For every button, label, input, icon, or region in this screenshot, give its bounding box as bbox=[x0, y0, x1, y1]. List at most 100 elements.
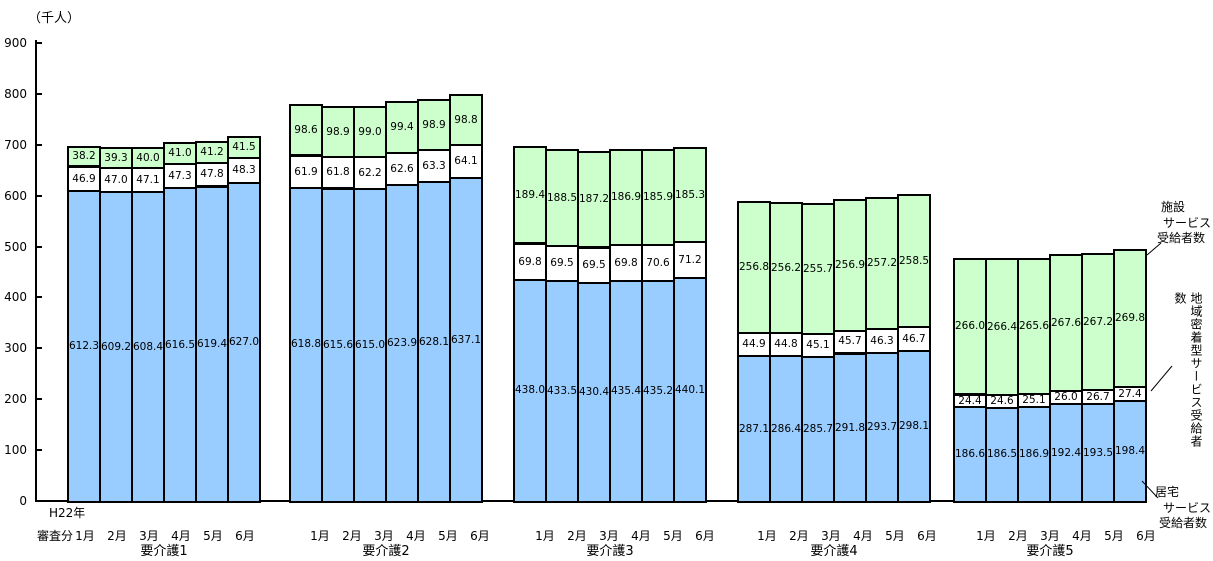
value-label: 39.3 bbox=[104, 151, 128, 164]
value-label: 265.6 bbox=[1018, 320, 1050, 333]
group-label: 要介護5 bbox=[1026, 544, 1074, 559]
bar-segment-shisetsu: 98.8 bbox=[449, 94, 483, 146]
bar-segment-kyotaku: 186.5 bbox=[985, 406, 1019, 503]
value-label: 286.4 bbox=[770, 422, 802, 435]
month-label: 3月 bbox=[139, 529, 159, 543]
bar-segment-chiiki: 47.0 bbox=[99, 167, 133, 193]
value-label: 45.7 bbox=[838, 335, 862, 348]
value-label: 27.4 bbox=[1118, 387, 1142, 400]
value-label: 257.2 bbox=[866, 257, 898, 270]
bar-segment-shisetsu: 99.0 bbox=[353, 106, 387, 158]
bar-segment-chiiki: 62.2 bbox=[353, 156, 387, 190]
legend-shisetsu-line1: 施設 bbox=[1161, 200, 1186, 214]
value-label: 435.4 bbox=[610, 384, 642, 397]
bar-segment-shisetsu: 266.0 bbox=[953, 258, 987, 395]
bar-segment-kyotaku: 623.9 bbox=[385, 184, 419, 503]
y-tick bbox=[37, 296, 42, 298]
bar-segment-shisetsu: 186.9 bbox=[609, 149, 643, 246]
bar-segment-kyotaku: 627.0 bbox=[227, 182, 261, 503]
x-note-shinsabun: 審査分 bbox=[37, 529, 74, 543]
value-label: 70.6 bbox=[646, 256, 670, 269]
month-label: 5月 bbox=[438, 529, 458, 543]
value-label: 269.8 bbox=[1114, 312, 1146, 325]
bar-segment-kyotaku: 186.9 bbox=[1017, 406, 1051, 503]
bar-segment-kyotaku: 285.7 bbox=[801, 356, 835, 503]
bar-segment-kyotaku: 609.2 bbox=[99, 191, 133, 503]
bar-segment-kyotaku: 293.7 bbox=[865, 352, 899, 503]
legend-kyotaku-line2: サービス bbox=[1163, 500, 1212, 515]
legend-shisetsu-line3: 受給者数 bbox=[1157, 231, 1206, 245]
value-label: 69.5 bbox=[582, 259, 606, 272]
y-tick-label: 800 bbox=[4, 87, 27, 101]
value-label: 47.0 bbox=[104, 173, 128, 186]
value-label: 256.9 bbox=[834, 259, 866, 272]
month-label: 5月 bbox=[885, 529, 905, 543]
legend-shisetsu-line2: サービス bbox=[1163, 215, 1212, 230]
month-label: 2月 bbox=[342, 529, 362, 543]
value-label: 46.3 bbox=[870, 334, 894, 347]
value-label: 287.1 bbox=[738, 422, 770, 435]
bar-segment-shisetsu: 258.5 bbox=[897, 194, 931, 328]
value-label: 69.8 bbox=[614, 256, 638, 269]
y-tick-label: 400 bbox=[4, 290, 27, 304]
bar-segment-kyotaku: 608.4 bbox=[131, 191, 165, 503]
value-label: 267.6 bbox=[1050, 316, 1082, 329]
y-tick-label: 100 bbox=[4, 443, 27, 457]
value-label: 185.3 bbox=[674, 188, 706, 201]
month-label: 4月 bbox=[406, 529, 426, 543]
value-label: 267.2 bbox=[1082, 315, 1114, 328]
month-label: 3月 bbox=[1040, 529, 1060, 543]
legend-chiiki: 地域密着型サービス受給者数 bbox=[1173, 292, 1203, 448]
value-label: 298.1 bbox=[898, 419, 930, 432]
bar-segment-shisetsu: 98.6 bbox=[289, 104, 323, 156]
value-label: 26.0 bbox=[1054, 391, 1078, 404]
bar-segment-shisetsu: 265.6 bbox=[1017, 258, 1051, 395]
value-label: 256.8 bbox=[738, 261, 770, 274]
bar-segment-kyotaku: 193.5 bbox=[1081, 403, 1115, 503]
value-label: 258.5 bbox=[898, 254, 930, 267]
value-label: 612.3 bbox=[68, 339, 100, 352]
bar-segment-chiiki: 46.7 bbox=[897, 326, 931, 352]
value-label: 63.3 bbox=[422, 159, 446, 172]
bar-segment-kyotaku: 438.0 bbox=[513, 278, 547, 503]
value-label: 47.1 bbox=[136, 173, 160, 186]
value-label: 48.3 bbox=[232, 164, 256, 177]
bar-segment-kyotaku: 615.6 bbox=[321, 188, 355, 503]
month-label: 2月 bbox=[789, 529, 809, 543]
bar-segment-chiiki: 61.8 bbox=[321, 156, 355, 189]
bar-segment-chiiki: 26.0 bbox=[1049, 390, 1083, 405]
bar-segment-kyotaku: 192.4 bbox=[1049, 403, 1083, 503]
bar-segment-chiiki: 27.4 bbox=[1113, 386, 1147, 402]
bar-segment-kyotaku: 440.1 bbox=[673, 277, 707, 503]
value-label: 255.7 bbox=[802, 262, 834, 275]
value-label: 433.5 bbox=[546, 385, 578, 398]
value-label: 285.7 bbox=[802, 423, 834, 436]
value-label: 193.5 bbox=[1082, 446, 1114, 459]
value-label: 61.8 bbox=[326, 166, 350, 179]
value-label: 44.9 bbox=[742, 338, 766, 351]
month-label: 4月 bbox=[631, 529, 651, 543]
value-label: 26.7 bbox=[1086, 390, 1110, 403]
value-label: 608.4 bbox=[132, 340, 164, 353]
value-label: 25.1 bbox=[1022, 394, 1046, 407]
value-label: 637.1 bbox=[450, 333, 482, 346]
bar-segment-shisetsu: 185.9 bbox=[641, 149, 675, 246]
y-tick bbox=[37, 449, 42, 451]
bar-segment-chiiki: 47.3 bbox=[163, 163, 197, 189]
bar-segment-shisetsu: 267.2 bbox=[1081, 253, 1115, 391]
value-label: 186.6 bbox=[954, 448, 986, 461]
value-label: 430.4 bbox=[578, 386, 610, 399]
bar-segment-chiiki: 63.3 bbox=[417, 149, 451, 183]
value-label: 619.4 bbox=[196, 338, 228, 351]
value-label: 41.5 bbox=[232, 141, 256, 154]
value-label: 293.7 bbox=[866, 421, 898, 434]
bar-segment-chiiki: 44.9 bbox=[737, 332, 771, 357]
month-label: 4月 bbox=[171, 529, 191, 543]
y-tick-label: 900 bbox=[4, 36, 27, 50]
month-label: 2月 bbox=[107, 529, 127, 543]
y-axis-unit-label: （千人） bbox=[28, 11, 81, 26]
month-label: 1月 bbox=[75, 529, 95, 543]
bar-segment-shisetsu: 41.2 bbox=[195, 141, 229, 164]
bar-segment-shisetsu: 257.2 bbox=[865, 197, 899, 330]
x-note-year: H22年 bbox=[49, 506, 86, 520]
